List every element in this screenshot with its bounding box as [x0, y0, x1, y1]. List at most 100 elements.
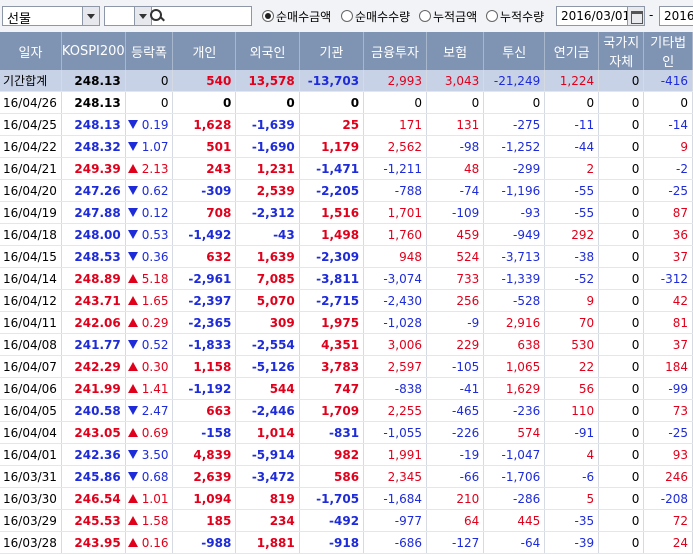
cell-trust: 1,065	[483, 355, 546, 378]
cell-other-corp: 36	[643, 223, 693, 246]
change-value: 0.30	[141, 359, 169, 374]
table-row[interactable]: 16/03/30 246.54 1.01 1,094 819 -1,705 -1,684 21…	[0, 487, 693, 510]
cell-institution: 1,516	[299, 201, 365, 224]
col-header-institution[interactable]: 기관	[299, 32, 365, 70]
cell-trust: -93	[483, 201, 546, 224]
cell-institution: 586	[299, 465, 365, 488]
cell-trust: 1,629	[483, 377, 546, 400]
table-row[interactable]: 16/04/25 248.13 0.19 1,628 -1,639 25 171 131 -27…	[0, 113, 693, 136]
cell-insurance: 733	[426, 267, 485, 290]
col-header-financial-investment[interactable]: 금융투자	[363, 32, 428, 70]
table-row[interactable]: 16/03/31 245.86 0.68 2,639 -3,472 586 2,345 -66…	[0, 465, 693, 488]
cell-insurance: -226	[426, 421, 485, 444]
cell-other-corp: 93	[643, 443, 693, 466]
cell-other-corp: 73	[643, 399, 693, 422]
cell-government: 0	[598, 465, 645, 488]
cell-kospi200: 248.13	[61, 70, 126, 92]
table-row[interactable]: 16/04/21 249.39 2.13 243 1,231 -1,471 -1,211 48…	[0, 157, 693, 180]
radio-dot[interactable]	[486, 10, 498, 22]
table-row[interactable]: 16/03/28 243.95 0.16 -988 1,881 -918 -686 -127-…	[0, 531, 693, 554]
col-header-trust[interactable]: 투신	[483, 32, 546, 70]
cell-institution: -918	[299, 531, 365, 554]
code-input[interactable]	[150, 6, 252, 26]
table-row[interactable]: 16/04/06 241.99 1.41 -1,192 544 747 -838 -41 1,6…	[0, 377, 693, 400]
table-row[interactable]: 16/04/08 241.77 0.52 -1,833 -2,554 4,351 3,006…	[0, 333, 693, 356]
cell-financial-investment: -3,074	[363, 267, 428, 290]
triangle-down-icon	[127, 252, 138, 261]
cell-foreign: -2,312	[235, 201, 300, 224]
cell-other-corp: 37	[643, 333, 693, 356]
radio-label: 순매수수량	[355, 10, 411, 24]
radio-dot[interactable]	[262, 10, 274, 22]
table-row[interactable]: 16/04/01 242.36 3.50 4,839 -5,914 982 1,991 -19…	[0, 443, 693, 466]
col-header-foreign[interactable]: 외국인	[235, 32, 300, 70]
change-value: 0.29	[141, 315, 169, 330]
header-row: 일자 KOSPI200 등락폭 개인 외국인 기관 금융투자 보험 투신 연기금…	[0, 32, 693, 70]
calendar-icon[interactable]	[627, 6, 645, 26]
table-row[interactable]: 16/04/14 248.89 5.18 -2,961 7,085 -3,811 -3,07…	[0, 267, 693, 290]
cell-other-corp: -25	[643, 179, 693, 202]
table-total-row[interactable]: 기간합계 248.13 0 540 13,578 -13,703 2,993 3,043 -21…	[0, 70, 693, 92]
cell-other-corp: 0	[643, 91, 693, 114]
table-row[interactable]: 16/04/11 242.06 0.29 -2,365 309 1,975 -1,028 -9…	[0, 311, 693, 334]
table-row[interactable]: 16/04/05 240.58 2.47 663 -2,446 1,709 2,255 -46…	[0, 399, 693, 422]
table-row[interactable]: 16/04/04 243.05 0.69 -158 1,014 -831 -1,055 -22…	[0, 421, 693, 444]
col-header-date[interactable]: 일자	[0, 32, 62, 70]
table-row[interactable]: 16/04/07 242.29 0.30 1,158 -5,126 3,783 2,597-…	[0, 355, 693, 378]
table-row[interactable]: 16/04/20 247.26 0.62 -309 2,539 -2,205 -788 -74…	[0, 179, 693, 202]
date-to-field[interactable]: 2016/04	[659, 6, 693, 26]
table-row[interactable]: 16/04/12 243.71 1.65 -2,397 5,070 -2,715 -2,43…	[0, 289, 693, 312]
col-header-government[interactable]: 국가지자체	[598, 32, 645, 70]
radio-dot[interactable]	[419, 10, 431, 22]
col-header-kospi200[interactable]: KOSPI200	[61, 32, 126, 70]
cell-trust: -1,252	[483, 135, 546, 158]
search-icon[interactable]	[150, 9, 162, 21]
chevron-down-icon[interactable]	[134, 7, 151, 25]
cell-individual: 663	[172, 399, 237, 422]
col-header-other-corp[interactable]: 기타법인	[643, 32, 693, 70]
cell-pension: -38	[544, 245, 600, 268]
cell-pension: 56	[544, 377, 600, 400]
table-row[interactable]: 16/04/26 248.13 0 0 0 0 0 0 0 0 0 0	[0, 91, 693, 114]
date-from-field[interactable]: 2016/03/01	[556, 6, 628, 26]
investor-table: 일자 KOSPI200 등락폭 개인 외국인 기관 금융투자 보험 투신 연기금…	[0, 32, 693, 554]
cell-change: 0.69	[125, 421, 174, 444]
cell-other-corp: 24	[643, 531, 693, 554]
cell-insurance: -98	[426, 135, 485, 158]
cell-other-corp: 81	[643, 311, 693, 334]
change-cell-content: 1.58	[127, 514, 168, 528]
cell-institution: -1,471	[299, 157, 365, 180]
cell-government: 0	[598, 113, 645, 136]
col-header-insurance[interactable]: 보험	[426, 32, 485, 70]
col-header-change[interactable]: 등락폭	[125, 32, 174, 70]
radio-dot[interactable]	[341, 10, 353, 22]
col-header-pension[interactable]: 연기금	[544, 32, 600, 70]
chevron-down-icon[interactable]	[82, 7, 99, 25]
table-row[interactable]: 16/03/29 245.53 1.58 185 234 -492 -977 64 445 -35…	[0, 509, 693, 532]
cell-insurance: -127	[426, 531, 485, 554]
cell-date: 16/04/05	[0, 399, 62, 422]
radio-cum-quantity[interactable]: 누적수량	[486, 8, 544, 25]
change-value: 0	[160, 95, 169, 110]
cell-kospi200: 248.13	[61, 91, 126, 114]
cell-government: 0	[598, 179, 645, 202]
cell-government: 0	[598, 399, 645, 422]
table-row[interactable]: 16/04/15 248.53 0.36 632 1,639 -2,309 948 524 -3…	[0, 245, 693, 268]
cell-institution: -2,309	[299, 245, 365, 268]
change-value: 0.69	[141, 425, 169, 440]
radio-net-quantity[interactable]: 순매수수량	[341, 8, 410, 25]
radio-cum-amount[interactable]: 누적금액	[419, 8, 477, 25]
table-row[interactable]: 16/04/22 248.32 1.07 501 -1,690 1,179 2,562 -98…	[0, 135, 693, 158]
cell-government: 0	[598, 157, 645, 180]
cell-pension: 292	[544, 223, 600, 246]
code-select[interactable]	[104, 6, 152, 26]
cell-financial-investment: 3,006	[363, 333, 428, 356]
market-select[interactable]: 선물	[2, 6, 100, 27]
table-row[interactable]: 16/04/19 247.88 0.12 708 -2,312 1,516 1,701 -10…	[0, 201, 693, 224]
change-cell-content: 0.68	[127, 470, 168, 484]
col-header-individual[interactable]: 개인	[172, 32, 237, 70]
cell-government: 0	[598, 355, 645, 378]
radio-net-amount[interactable]: 순매수금액	[262, 8, 331, 25]
table-row[interactable]: 16/04/18 248.00 0.53 -1,492 -43 1,498 1,760 459…	[0, 223, 693, 246]
cell-financial-investment: 2,993	[363, 70, 428, 92]
